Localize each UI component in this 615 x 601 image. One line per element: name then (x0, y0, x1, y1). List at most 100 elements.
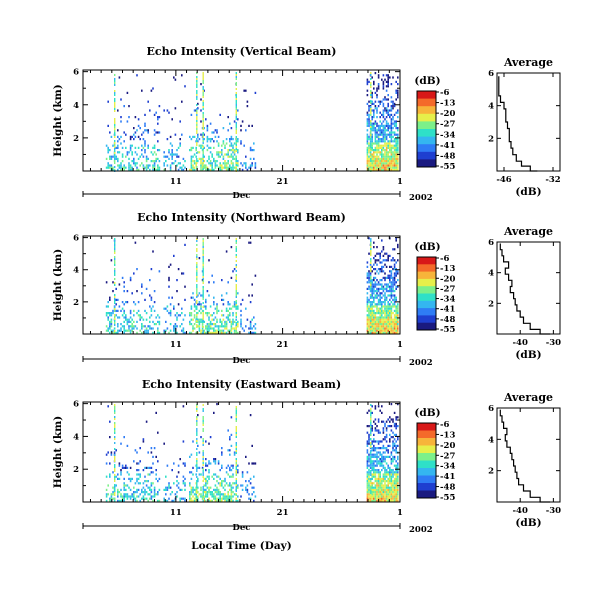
echo-cell (371, 429, 373, 432)
echo-spike (196, 316, 198, 318)
echo-spike (202, 318, 204, 320)
echo-cell (389, 146, 391, 149)
echo-spike (114, 416, 116, 418)
echo-cell (233, 305, 236, 308)
echo-cell (397, 160, 399, 163)
echo-cell (397, 149, 399, 152)
echo-cell (387, 151, 389, 154)
echo-cell (227, 493, 229, 496)
echo-cell (246, 471, 249, 474)
echo-cell (379, 480, 381, 483)
echo-cell (177, 303, 180, 306)
echo-cell (150, 298, 153, 301)
echo-cell (232, 491, 234, 494)
echo-cell (141, 153, 143, 156)
echo-cell (115, 298, 117, 301)
echo-cell (371, 331, 373, 334)
echo-cell (368, 298, 370, 301)
echo-cell (208, 155, 210, 158)
echo-cell (144, 466, 146, 469)
echo-cell (189, 149, 191, 152)
echo-cell (379, 157, 381, 160)
echo-cell (166, 138, 169, 141)
echo-cell (389, 276, 391, 279)
echo-spike (114, 474, 116, 476)
echo-spike (196, 320, 198, 322)
echo-cell (229, 436, 231, 439)
echo-spike (114, 242, 116, 244)
echo-cell (390, 329, 393, 332)
echo-cell (385, 80, 388, 83)
echo-cell (366, 303, 369, 306)
echo-cell (385, 486, 388, 489)
echo-spike (235, 126, 237, 128)
echo-cell (382, 477, 385, 480)
colorbar-tick-label: -41 (440, 305, 455, 315)
echo-cell (105, 166, 108, 169)
echo-cell (225, 482, 228, 485)
echo-cell (147, 466, 149, 469)
echo-cell (233, 303, 236, 306)
echo-cell (123, 327, 125, 330)
echo-cell (381, 482, 383, 485)
echo-cell (133, 327, 135, 330)
echo-spike (202, 168, 204, 170)
echo-spike (196, 418, 198, 420)
echo-cell (209, 140, 212, 143)
echo-cell (157, 320, 159, 323)
echo-cell (200, 495, 202, 498)
echo-spike (202, 140, 204, 142)
echo-cell (112, 309, 114, 312)
echo-cell (176, 164, 178, 167)
echo-cell (213, 168, 215, 171)
echo-cell (376, 296, 378, 299)
echo-cell (385, 447, 388, 450)
echo-cell (373, 488, 375, 491)
echo-cell (395, 314, 397, 317)
echo-cell (373, 153, 375, 156)
echo-cell (197, 151, 199, 154)
echo-cell (153, 493, 156, 496)
echo-cell (385, 164, 388, 167)
echo-cell (169, 314, 172, 317)
echo-cell (381, 316, 383, 319)
echo-cell (137, 146, 140, 149)
echo-cell (173, 162, 175, 165)
echo-cell (369, 162, 372, 165)
echo-cell (374, 475, 377, 478)
echo-spike (114, 324, 116, 326)
echo-cell (373, 323, 375, 326)
echo-cell (153, 162, 156, 165)
echo-cell (213, 323, 215, 326)
echo-cell (395, 120, 397, 123)
colorbar-segment (417, 306, 436, 309)
echo-cell (121, 325, 124, 328)
echo-cell (381, 155, 383, 158)
echo-cell (251, 124, 253, 127)
echo-spike (235, 462, 237, 464)
echo-spike (202, 294, 204, 296)
colorbar-segment (417, 324, 436, 327)
echo-cell (382, 109, 385, 112)
echo-spike (114, 124, 116, 126)
echo-cell (379, 138, 381, 141)
echo-cell (155, 157, 157, 160)
echo-cell (373, 151, 375, 154)
echo-cell (376, 429, 378, 432)
y-tick-label: 2 (73, 134, 79, 144)
echo-cell (110, 314, 113, 317)
echo-spike (202, 250, 204, 252)
echo-cell (126, 329, 129, 332)
echo-cell (390, 499, 393, 502)
echo-cell (123, 493, 125, 496)
echo-spike (370, 240, 372, 242)
echo-cell (369, 493, 372, 496)
echo-cell (232, 495, 234, 498)
echo-cell (121, 153, 124, 156)
echo-cell (390, 323, 393, 326)
echo-cell (224, 499, 226, 502)
echo-cell (232, 499, 234, 502)
echo-cell (145, 480, 148, 483)
echo-cell (163, 164, 165, 167)
echo-cell (225, 331, 228, 334)
